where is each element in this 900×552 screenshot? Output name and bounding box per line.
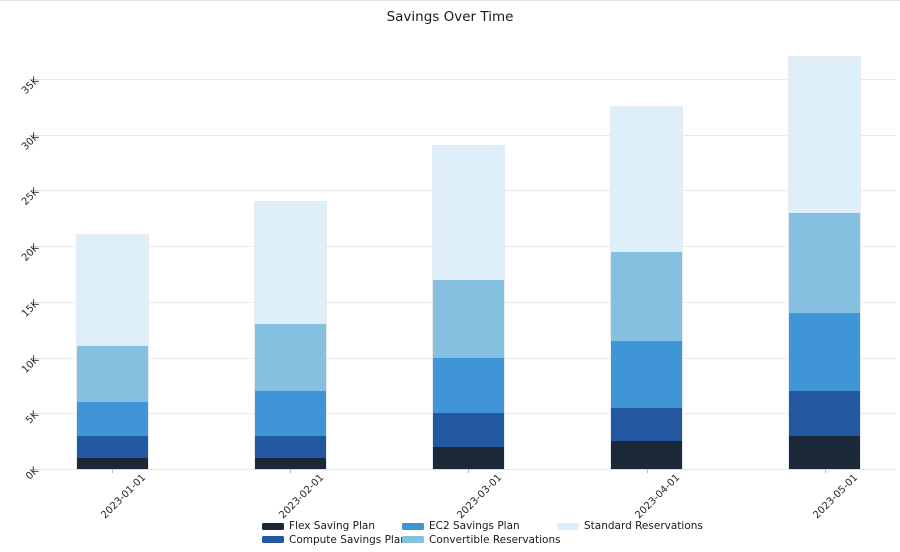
bar-segment xyxy=(789,56,860,213)
bar-segment xyxy=(432,357,504,414)
bar-segment xyxy=(789,312,860,391)
y-tick-label: 35K xyxy=(19,75,42,97)
bar-segment xyxy=(789,435,860,469)
bar-stack xyxy=(76,235,148,469)
x-axis-tick xyxy=(646,469,648,473)
legend-swatch xyxy=(402,536,424,543)
bar-segment xyxy=(76,402,148,436)
y-axis-tick xyxy=(32,357,36,359)
legend-item: Convertible Reservations xyxy=(402,534,561,546)
x-axis-tick xyxy=(824,469,826,473)
bar-stack xyxy=(432,145,504,469)
legend-label: Convertible Reservations xyxy=(429,533,561,546)
bar-segment xyxy=(254,201,326,325)
y-axis-tick xyxy=(32,469,36,470)
bar-segment xyxy=(254,324,326,391)
bar-segment xyxy=(76,457,148,469)
x-axis-tick xyxy=(290,469,291,473)
bar-segment xyxy=(611,106,682,252)
x-tick-label: 2023-05-01 xyxy=(811,472,861,522)
y-gridline xyxy=(36,79,896,80)
y-axis-tick xyxy=(32,246,36,248)
legend-label: Compute Savings Plan xyxy=(289,533,407,546)
legend-item: Compute Savings Plan xyxy=(262,534,407,546)
y-axis-tick xyxy=(32,79,36,80)
x-tick-label: 2023-04-01 xyxy=(633,472,683,522)
bar-segment xyxy=(789,212,860,313)
y-axis-tick xyxy=(32,413,36,415)
bar-segment xyxy=(254,390,326,436)
bar-segment xyxy=(432,413,504,447)
bar-segment xyxy=(76,435,148,458)
y-tick-label: 20K xyxy=(19,242,42,264)
y-axis-tick xyxy=(32,134,36,136)
x-axis-tick xyxy=(112,469,113,473)
x-tick-label: 2023-02-01 xyxy=(277,472,327,522)
bar-segment xyxy=(611,407,682,442)
legend-label: EC2 Savings Plan xyxy=(429,520,520,532)
legend-swatch xyxy=(557,522,579,530)
legend-item: EC2 Savings Plan xyxy=(402,520,520,532)
bar-segment xyxy=(254,435,326,458)
bar-segment xyxy=(254,457,326,469)
bar-segment xyxy=(432,279,504,358)
y-tick-label: 25K xyxy=(19,186,42,209)
y-axis-tick xyxy=(32,301,36,303)
bar-stack xyxy=(611,106,682,469)
bar-segment xyxy=(611,441,682,469)
y-tick-label: 30K xyxy=(19,130,42,153)
legend-label: Flex Saving Plan xyxy=(289,520,376,532)
bar-segment xyxy=(432,145,504,280)
bar-stack xyxy=(789,56,860,469)
bar-segment xyxy=(611,251,682,341)
x-axis-tick xyxy=(468,469,470,473)
legend-swatch xyxy=(262,522,284,530)
legend-item: Standard Reservations xyxy=(557,520,703,532)
chart-title: Savings Over Time xyxy=(386,9,514,25)
legend-swatch xyxy=(402,522,424,530)
legend-label: Standard Reservations xyxy=(584,520,703,532)
legend-item: Flex Saving Plan xyxy=(262,520,375,532)
y-gridline xyxy=(36,469,896,470)
x-tick-label: 2023-01-01 xyxy=(99,472,149,522)
bar-segment xyxy=(76,346,148,403)
bar-segment xyxy=(432,446,504,469)
x-tick-label: 2023-03-01 xyxy=(455,472,505,522)
legend-swatch xyxy=(262,536,284,543)
bar-segment xyxy=(76,235,148,347)
y-axis-tick xyxy=(32,190,36,192)
bar-segment xyxy=(611,340,682,408)
y-gridline xyxy=(36,134,896,136)
y-tick-label: 15K xyxy=(19,298,42,320)
bar-stack xyxy=(254,201,326,469)
bar-segment xyxy=(789,390,860,436)
